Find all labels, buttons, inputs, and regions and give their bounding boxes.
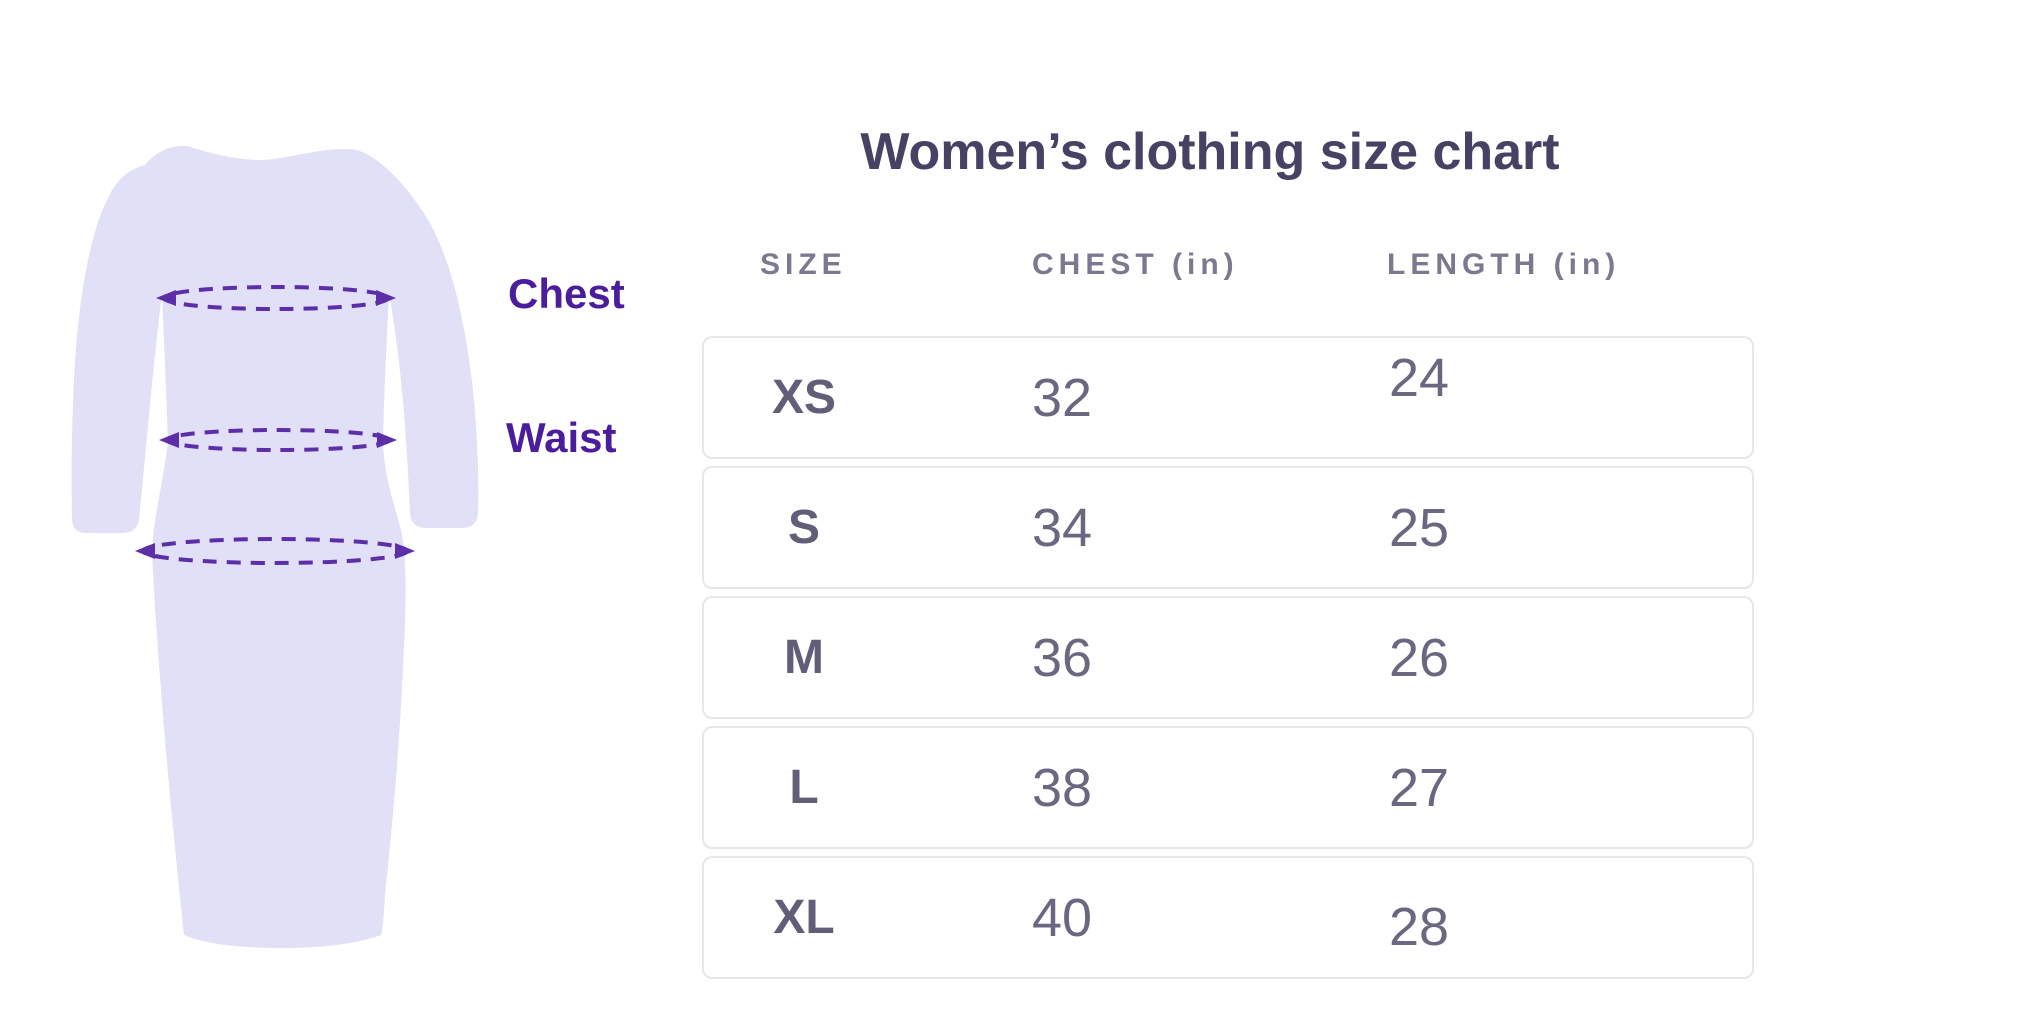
waist-label: Waist (506, 414, 617, 461)
length-cell: 27 (1389, 757, 1450, 818)
column-header-length: LENGTH (in) (1387, 248, 1621, 281)
length-cell: 25 (1389, 497, 1450, 558)
hip-measurement-line (135, 537, 415, 565)
chest-cell: 36 (1032, 627, 1093, 688)
dress-illustration (71, 145, 479, 949)
table-row-xl: XL 40 28 (702, 856, 1754, 979)
size-cell: XS (771, 371, 837, 424)
size-cell: XL (773, 891, 835, 944)
size-table: XS 32 24 S 34 25 M 36 26 L 38 27 XL 40 2… (702, 336, 1754, 979)
chest-cell: 40 (1032, 887, 1093, 948)
table-header-row: SIZE CHEST (in) LENGTH (in) (702, 240, 1754, 290)
table-row-m: M 36 26 (702, 596, 1754, 719)
table-row-l: L 38 27 (702, 726, 1754, 849)
size-cell: L (789, 761, 819, 814)
page-title: Women’s clothing size chart (860, 123, 1560, 181)
size-cell: M (784, 631, 824, 684)
chest-label: Chest (508, 270, 625, 317)
waist-measurement-line (159, 428, 397, 452)
length-cell: 24 (1389, 347, 1450, 408)
table-row-s: S 34 25 (702, 466, 1754, 589)
column-header-chest: CHEST (in) (1032, 248, 1239, 281)
size-cell: S (787, 501, 820, 554)
chest-cell: 32 (1032, 367, 1093, 428)
length-cell: 28 (1389, 896, 1450, 957)
chest-cell: 38 (1032, 757, 1093, 818)
column-header-size: SIZE (760, 248, 847, 281)
dress-silhouette (71, 145, 479, 949)
table-row-xs: XS 32 24 (702, 336, 1754, 459)
chest-cell: 34 (1032, 497, 1093, 558)
chest-measurement-line (156, 285, 396, 311)
length-cell: 26 (1389, 627, 1450, 688)
